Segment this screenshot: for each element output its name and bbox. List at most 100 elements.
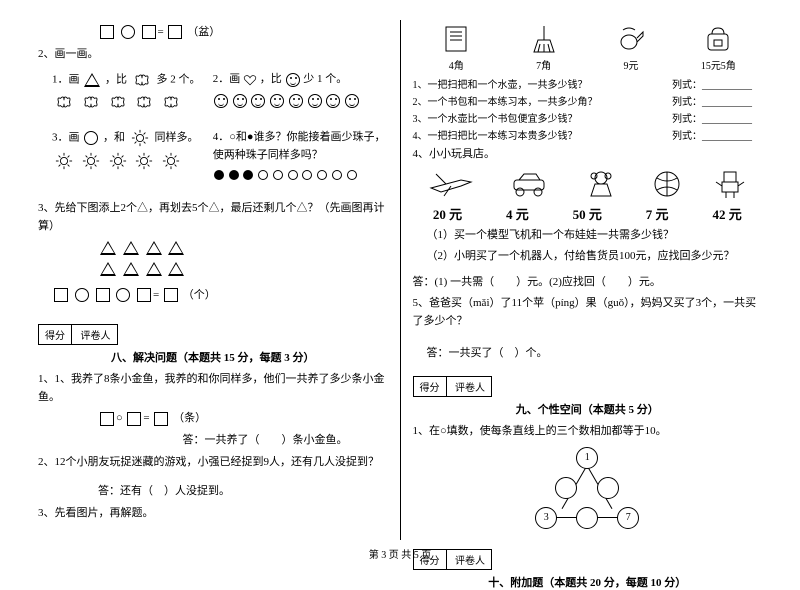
op-circle (116, 288, 130, 302)
blank-box (96, 288, 110, 302)
smiley-icon (326, 94, 340, 108)
top-equation: = （盆） (38, 24, 388, 42)
toy-prices: 20 元 4 元 50 元 7 元 42 元 (413, 204, 763, 223)
marker-label: 评卷人 (75, 325, 117, 344)
q-pair-12: 1．画 ，比 多 2 个。 2．画 ，比 (38, 67, 388, 115)
dot-row (213, 169, 388, 187)
q5-ans: 答：一共买了（ ）个。 (413, 345, 763, 363)
page-container: = （盆） 2、画一画。 1．画 ，比 多 2 个。 (0, 0, 800, 540)
price: 4 元 (482, 204, 552, 223)
q8-1: 1、1、我养了8条小金鱼，我养的和你同样多，他们一共养了多少条小金鱼。 (38, 371, 388, 406)
butterfly-icon (109, 93, 127, 111)
node-br: 7 (617, 507, 639, 529)
heart-icon (243, 73, 257, 87)
broom-icon (526, 24, 562, 54)
item-kettle: 9元 (587, 24, 674, 72)
s2b: ，比 (260, 73, 282, 85)
s1c: 多 2 个。 (157, 74, 201, 86)
q2-title: 2、画一画。 (38, 46, 388, 64)
toy-q2: （2）小明买了一个机器人，付给售货员100元，应找回多少元？ (413, 248, 763, 266)
triangle-icon (84, 73, 100, 87)
sec9-title: 九、个性空间（本题共 5 分） (413, 401, 763, 417)
doll-icon (581, 168, 621, 200)
bag-icon (700, 24, 736, 54)
sub-q3: 3．画 ，和 同样多。 (38, 125, 213, 190)
number-pyramid: 1 3 7 (517, 447, 657, 537)
rq2: 2、一个书包和一本练习本，一共多少角？列式：__________ (413, 93, 763, 108)
rq1: 1、一把扫把和一个水壶，一共多少钱？列式：__________ (413, 76, 763, 91)
smiley-icon (286, 73, 300, 87)
smiley-icon (233, 94, 247, 108)
s2a: 2．画 (213, 73, 241, 85)
node-bm (576, 507, 598, 529)
kettle-icon (613, 24, 649, 54)
q3-equation: = （个） (38, 287, 388, 305)
butterfly-icon (162, 93, 180, 111)
q3-unit: （个） (183, 289, 216, 301)
price: 50 元 (552, 204, 622, 223)
blank-box (137, 288, 151, 302)
s3b: ，和 (103, 132, 125, 144)
blank-box (168, 25, 182, 39)
triangle-icon (123, 241, 139, 255)
column-divider (400, 20, 401, 540)
triangle-icon (100, 262, 116, 276)
s3c: 同样多。 (155, 132, 199, 144)
sun-row (38, 152, 213, 170)
rq3: 3、一个水壶比一个书包便宜多少钱？列式：__________ (413, 110, 763, 125)
triangle-icon (123, 262, 139, 276)
ans-blank: 列式：__________ (672, 76, 762, 91)
sub-q4: 4．○和●谁多？你能接着画少珠子，使两种珠子同样多吗？ (213, 125, 388, 190)
price: 42 元 (692, 204, 762, 223)
ans-blank: 列式：__________ (672, 93, 762, 108)
score-label: 得分 (414, 377, 447, 396)
rq4: 4、一把扫把比一本练习本贵多少钱？列式：__________ (413, 127, 763, 142)
item-bag: 15元5角 (675, 24, 762, 72)
q8-1-unit: （条） (173, 412, 206, 424)
price: 7 元 (622, 204, 692, 223)
page-footer: 第 3 页 共 5 页 (0, 546, 800, 561)
butterfly-icon (135, 93, 153, 111)
s1a: 1．画 (52, 74, 80, 86)
white-dot-icon (288, 170, 298, 180)
smiley-icon (251, 94, 265, 108)
smiley-icon (345, 94, 359, 108)
q8-1-eq: ○ = （条） (38, 410, 388, 428)
price: 7角 (500, 57, 587, 72)
q3-text: 3、先给下图添上2个△，再划去5个△，最后还剩几个△？（先画图再计算） (38, 200, 388, 235)
notebook-icon (438, 24, 474, 54)
smiley-icon (214, 94, 228, 108)
robot-icon (712, 168, 748, 200)
s1b: ，比 (105, 74, 127, 86)
white-dot-icon (273, 170, 283, 180)
score-box: 得分 评卷人 (38, 324, 118, 345)
blank-box (100, 25, 114, 39)
tri-row1 (38, 239, 388, 257)
op-circle (121, 25, 135, 39)
black-dot-icon (243, 170, 253, 180)
triangle-icon (146, 241, 162, 255)
sun-icon (82, 152, 100, 170)
butterfly-icon (82, 93, 100, 111)
blank-box (54, 288, 68, 302)
tri-row2 (38, 261, 388, 279)
q5: 5、爸爸买（mǎi）了11个苹（píng）果（guǒ），妈妈又买了3个，一共买了… (413, 295, 763, 330)
sub-q1: 1．画 ，比 多 2 个。 (38, 67, 213, 115)
black-dot-icon (229, 170, 239, 180)
s3a: 3．画 (52, 132, 80, 144)
marker-label: 评卷人 (449, 377, 491, 396)
price: 15元5角 (675, 57, 762, 72)
item-book: 4角 (413, 24, 500, 72)
triangle-icon (146, 262, 162, 276)
ans-blank: 列式：__________ (672, 127, 762, 142)
sun-icon (55, 152, 73, 170)
q8-1-ans: 答：一共养了（ ）条小金鱼。 (38, 432, 388, 450)
butterfly-icon (133, 71, 151, 89)
price: 20 元 (413, 204, 483, 223)
price: 9元 (587, 57, 674, 72)
white-dot-icon (258, 170, 268, 180)
sun-icon (109, 152, 127, 170)
sun-icon (131, 129, 149, 147)
left-column: = （盆） 2、画一画。 1．画 ，比 多 2 个。 (30, 20, 396, 540)
smiley-icon (270, 94, 284, 108)
